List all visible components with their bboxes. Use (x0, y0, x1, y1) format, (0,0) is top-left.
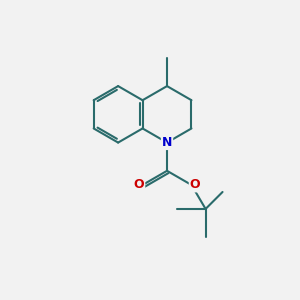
Text: O: O (190, 178, 200, 191)
Text: N: N (162, 136, 172, 149)
Text: O: O (134, 178, 144, 191)
